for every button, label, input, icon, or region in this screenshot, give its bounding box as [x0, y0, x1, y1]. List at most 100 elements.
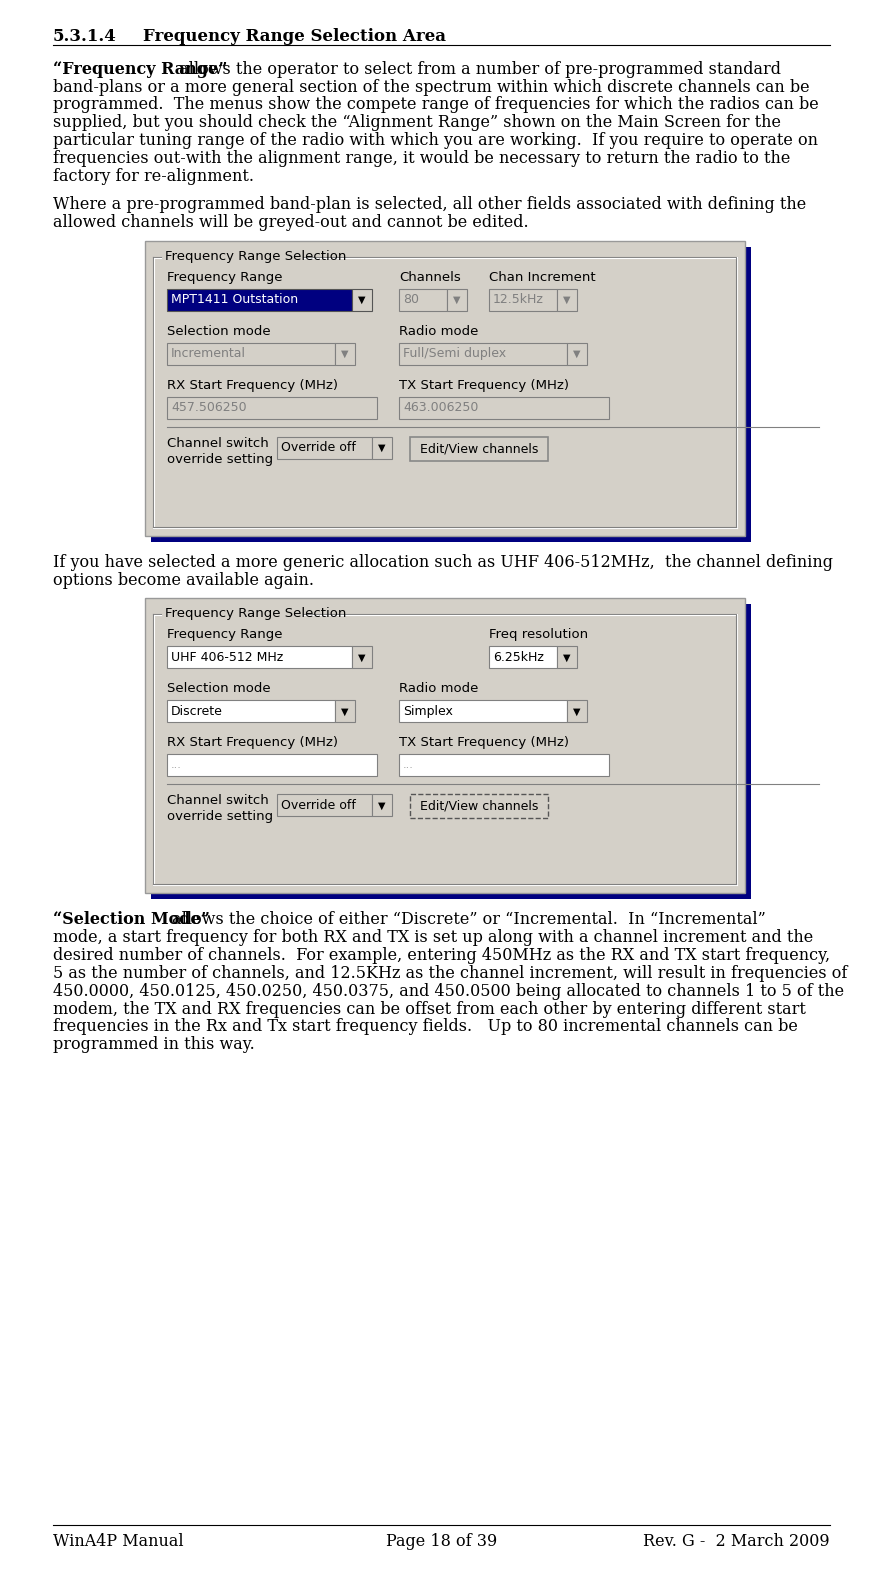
Bar: [372, 794, 392, 816]
Text: MPT1411 Outstation: MPT1411 Outstation: [171, 293, 298, 307]
Text: override setting: override setting: [167, 810, 273, 823]
Text: RX Start Frequency (MHz): RX Start Frequency (MHz): [167, 379, 338, 392]
Bar: [399, 700, 567, 722]
Bar: [410, 437, 548, 461]
Bar: [335, 343, 355, 365]
Text: ▼: ▼: [563, 653, 570, 662]
Text: band-plans or a more general section of the spectrum within which discrete chann: band-plans or a more general section of …: [53, 79, 810, 96]
Bar: [167, 289, 352, 311]
Text: frequencies in the Rx and Tx start frequency fields.   Up to 80 incremental chan: frequencies in the Rx and Tx start frequ…: [53, 1018, 798, 1035]
Text: Rev. G -  2 March 2009: Rev. G - 2 March 2009: [644, 1534, 830, 1549]
Text: Selection mode: Selection mode: [167, 326, 270, 338]
Text: programmed in this way.: programmed in this way.: [53, 1037, 255, 1054]
Text: ▼: ▼: [453, 294, 461, 305]
Bar: [167, 343, 335, 365]
Bar: [145, 241, 745, 536]
Bar: [399, 755, 609, 777]
Bar: [151, 604, 751, 900]
Text: override setting: override setting: [167, 453, 273, 466]
Text: “Frequency Range”: “Frequency Range”: [53, 61, 228, 77]
Text: Page 18 of 39: Page 18 of 39: [386, 1534, 497, 1549]
Text: Simplex: Simplex: [403, 705, 453, 717]
Bar: [352, 289, 372, 311]
Text: 463.006250: 463.006250: [403, 401, 479, 414]
Bar: [489, 647, 557, 669]
Text: 5 as the number of channels, and 12.5KHz as the channel increment, will result i: 5 as the number of channels, and 12.5KHz…: [53, 964, 848, 982]
Text: ...: ...: [171, 760, 182, 771]
Text: desired number of channels.  For example, entering 450MHz as the RX and TX start: desired number of channels. For example,…: [53, 947, 830, 964]
Text: Override off: Override off: [281, 799, 356, 812]
Text: allows the choice of either “Discrete” or “Incremental.  In “Incremental”: allows the choice of either “Discrete” o…: [167, 911, 766, 928]
Text: Incremental: Incremental: [171, 348, 246, 360]
Text: WinA4P Manual: WinA4P Manual: [53, 1534, 184, 1549]
Bar: [489, 289, 557, 311]
Text: ▼: ▼: [358, 294, 366, 305]
Text: 12.5kHz: 12.5kHz: [493, 293, 544, 307]
Text: 5.3.1.4: 5.3.1.4: [53, 28, 117, 46]
Text: Radio mode: Radio mode: [399, 683, 479, 695]
Text: ▼: ▼: [378, 801, 386, 810]
Text: Channel switch: Channel switch: [167, 437, 268, 450]
Text: allowed channels will be greyed-out and cannot be edited.: allowed channels will be greyed-out and …: [53, 214, 529, 231]
Bar: [399, 343, 567, 365]
Text: ▼: ▼: [378, 444, 386, 453]
Bar: [557, 647, 577, 669]
Bar: [277, 794, 372, 816]
Bar: [167, 700, 335, 722]
Text: Frequency Range: Frequency Range: [167, 628, 283, 642]
Text: programmed.  The menus show the compete range of frequencies for which the radio: programmed. The menus show the compete r…: [53, 96, 819, 113]
Text: If you have selected a more generic allocation such as UHF 406-512MHz,  the chan: If you have selected a more generic allo…: [53, 554, 833, 571]
Bar: [567, 343, 587, 365]
Text: Discrete: Discrete: [171, 705, 223, 717]
Text: Freq resolution: Freq resolution: [489, 628, 588, 642]
Bar: [145, 598, 745, 893]
Text: ▼: ▼: [341, 349, 349, 359]
Bar: [151, 247, 751, 541]
Text: Frequency Range Selection: Frequency Range Selection: [165, 607, 346, 620]
Text: modem, the TX and RX frequencies can be offset from each other by entering diffe: modem, the TX and RX frequencies can be …: [53, 1000, 806, 1018]
Text: Frequency Range Selection: Frequency Range Selection: [165, 250, 346, 263]
Text: ▼: ▼: [573, 349, 581, 359]
Text: Edit/View channels: Edit/View channels: [419, 442, 538, 455]
Bar: [277, 437, 372, 459]
Text: Override off: Override off: [281, 442, 356, 455]
Text: Full/Semi duplex: Full/Semi duplex: [403, 348, 506, 360]
Text: Frequency Range Selection Area: Frequency Range Selection Area: [143, 28, 446, 46]
Text: ...: ...: [403, 760, 414, 771]
Text: Channels: Channels: [399, 271, 461, 283]
Text: 80: 80: [403, 293, 419, 307]
Text: supplied, but you should check the “Alignment Range” shown on the Main Screen fo: supplied, but you should check the “Alig…: [53, 115, 781, 131]
Bar: [372, 437, 392, 459]
Text: Frequency Range: Frequency Range: [167, 271, 283, 283]
Text: UHF 406-512 MHz: UHF 406-512 MHz: [171, 651, 283, 664]
Text: ▼: ▼: [341, 706, 349, 716]
Text: allows the operator to select from a number of pre-programmed standard: allows the operator to select from a num…: [174, 61, 781, 77]
Bar: [410, 794, 548, 818]
Bar: [399, 396, 609, 418]
Text: Where a pre-programmed band-plan is selected, all other fields associated with d: Where a pre-programmed band-plan is sele…: [53, 197, 806, 214]
Bar: [167, 647, 352, 669]
Text: 457.506250: 457.506250: [171, 401, 246, 414]
Text: 450.0000, 450.0125, 450.0250, 450.0375, and 450.0500 being allocated to channels: 450.0000, 450.0125, 450.0250, 450.0375, …: [53, 983, 844, 1000]
Text: mode, a start frequency for both RX and TX is set up along with a channel increm: mode, a start frequency for both RX and …: [53, 930, 813, 947]
Bar: [557, 289, 577, 311]
Text: ▼: ▼: [563, 294, 570, 305]
Text: ▼: ▼: [358, 653, 366, 662]
Bar: [447, 289, 467, 311]
Text: factory for re-alignment.: factory for re-alignment.: [53, 168, 254, 184]
Bar: [167, 755, 377, 777]
Text: 6.25kHz: 6.25kHz: [493, 651, 544, 664]
Text: Channel switch: Channel switch: [167, 794, 268, 807]
Text: options become available again.: options become available again.: [53, 571, 314, 588]
Text: Selection mode: Selection mode: [167, 683, 270, 695]
Bar: [167, 396, 377, 418]
Text: RX Start Frequency (MHz): RX Start Frequency (MHz): [167, 736, 338, 749]
Bar: [567, 700, 587, 722]
Bar: [352, 647, 372, 669]
Bar: [399, 289, 447, 311]
Text: Edit/View channels: Edit/View channels: [419, 801, 538, 813]
Text: ▼: ▼: [573, 706, 581, 716]
Text: “Selection Mode”: “Selection Mode”: [53, 911, 210, 928]
Text: TX Start Frequency (MHz): TX Start Frequency (MHz): [399, 379, 569, 392]
Text: Chan Increment: Chan Increment: [489, 271, 596, 283]
